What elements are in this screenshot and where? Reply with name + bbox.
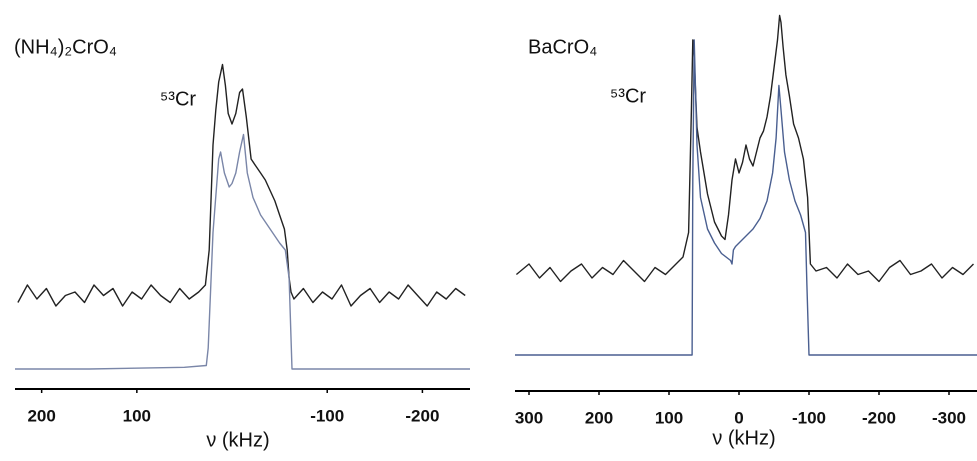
x-axis-label: ν (kHz) xyxy=(206,429,269,451)
chart-title: (NH₄)₂CrO₄ xyxy=(14,36,117,58)
x-tick-label: -200 xyxy=(405,406,439,425)
spectrum-line xyxy=(15,133,470,370)
x-tick-label: 0 xyxy=(734,408,743,427)
x-tick-label: 200 xyxy=(585,408,613,427)
spectrum-line xyxy=(515,39,977,356)
annotation: ⁵³Cr xyxy=(610,85,646,107)
x-tick-label: 200 xyxy=(27,406,55,425)
x-tick-label: 100 xyxy=(655,408,683,427)
x-tick-label: 300 xyxy=(515,408,543,427)
x-tick-label: -100 xyxy=(310,406,344,425)
spectrum-line xyxy=(515,14,974,283)
x-tick-label: -300 xyxy=(932,408,966,427)
x-tick-label: -200 xyxy=(862,408,896,427)
x-tick-label: 100 xyxy=(123,406,151,425)
x-tick-label: -100 xyxy=(792,408,826,427)
chart-title: BaCrO₄ xyxy=(528,36,597,58)
annotation: ⁵³Cr xyxy=(160,88,196,110)
x-axis-label: ν (kHz) xyxy=(712,427,775,449)
spectrum-line xyxy=(17,63,466,307)
